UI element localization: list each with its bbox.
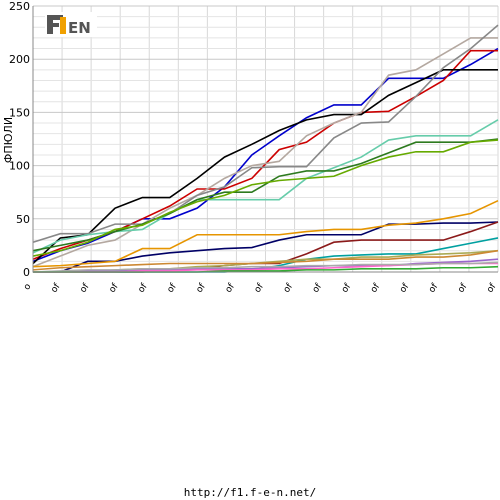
axis-lines bbox=[32, 6, 498, 273]
x-tick-label: of bbox=[195, 281, 209, 295]
y-axis-label: ФПЮЛИ bbox=[2, 117, 15, 163]
x-tick-label: of bbox=[253, 281, 267, 295]
x-tick-label: of bbox=[49, 281, 63, 295]
x-tick-label: of bbox=[107, 281, 121, 295]
series-line-8 bbox=[32, 139, 499, 257]
series-line-5 bbox=[32, 24, 499, 243]
footer-url[interactable]: http://f1.f-e-n.net/ bbox=[183, 486, 317, 499]
x-tick-label: of bbox=[369, 281, 383, 295]
x-tick-label: of bbox=[166, 281, 180, 295]
y-tick-label: 100 bbox=[9, 160, 30, 173]
x-tick-labels: o of of of of of of of of of of of of of of of of bbox=[22, 281, 499, 295]
y-tick-label: 250 bbox=[9, 0, 30, 13]
y-tick-label: 0 bbox=[23, 266, 30, 279]
series-line-3 bbox=[32, 69, 498, 265]
x-tick-label: of bbox=[427, 281, 441, 295]
y-tick-labels: 0 50 100 150 200 250 bbox=[9, 0, 30, 279]
series-line-10 bbox=[32, 199, 499, 268]
axes bbox=[32, 6, 498, 273]
y-tick-label: 150 bbox=[9, 106, 30, 119]
x-tick-label: of bbox=[398, 281, 412, 295]
x-tick-label: of bbox=[137, 281, 151, 295]
series-line-7 bbox=[32, 138, 499, 252]
svg-text:EN: EN bbox=[68, 19, 91, 37]
x-tick-label: of bbox=[78, 281, 92, 295]
x-tick-label: of bbox=[340, 281, 354, 295]
y-tick-label: 50 bbox=[16, 213, 30, 226]
series-line-17 bbox=[32, 261, 499, 273]
f1en-logo: EN bbox=[45, 12, 97, 37]
x-tick-label: of bbox=[311, 281, 325, 295]
y-tick-label: 200 bbox=[9, 53, 30, 66]
x-tick-label: o bbox=[22, 282, 34, 293]
x-tick-label: of bbox=[282, 281, 296, 295]
x-tick-label: of bbox=[456, 281, 470, 295]
x-tick-label: of bbox=[224, 281, 238, 295]
series-line-15 bbox=[33, 258, 499, 273]
grid bbox=[32, 5, 499, 273]
series-line-4 bbox=[32, 37, 498, 268]
x-tick-label: of bbox=[485, 281, 499, 295]
series-line-14 bbox=[32, 249, 499, 271]
